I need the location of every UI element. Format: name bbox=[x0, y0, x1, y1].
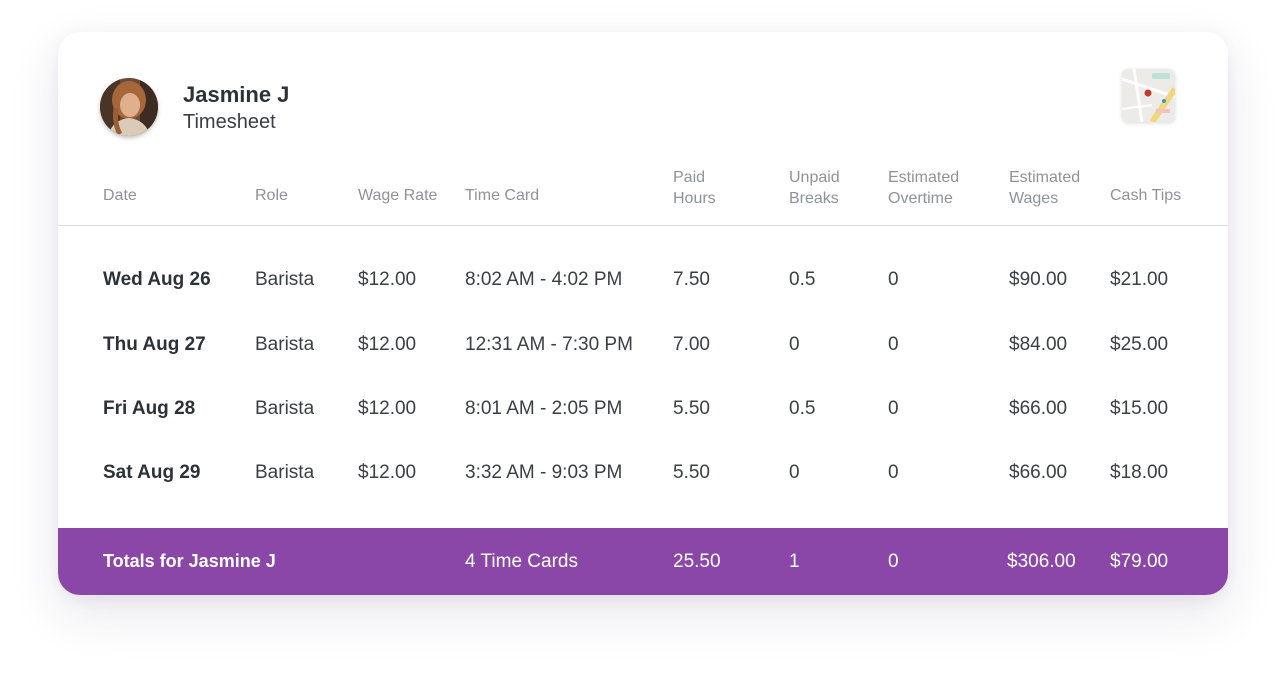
employee-name: Jasmine J bbox=[183, 82, 290, 107]
cell-overtime: 0 bbox=[888, 462, 899, 483]
column-header-date: Date bbox=[103, 187, 137, 204]
cell-date: Wed Aug 26 bbox=[103, 269, 211, 290]
cell-cash-tips: $18.00 bbox=[1110, 462, 1169, 483]
cell-paid-hours: 5.50 bbox=[673, 398, 710, 419]
cell-role: Barista bbox=[255, 334, 315, 355]
totals-wages: $306.00 bbox=[1007, 551, 1076, 572]
column-header-paid-hours: Paid Hours bbox=[673, 169, 716, 207]
column-header-time-card: Time Card bbox=[465, 187, 540, 204]
cell-wage-rate: $12.00 bbox=[358, 269, 417, 290]
cell-time-card: 8:02 AM - 4:02 PM bbox=[465, 269, 623, 290]
map-icon bbox=[1122, 69, 1175, 122]
cell-time-card: 8:01 AM - 2:05 PM bbox=[465, 398, 623, 419]
cell-paid-hours: 7.50 bbox=[673, 269, 710, 290]
cell-wage-rate: $12.00 bbox=[358, 398, 417, 419]
cell-paid-hours: 7.00 bbox=[673, 334, 710, 355]
avatar bbox=[100, 78, 158, 136]
cell-overtime: 0 bbox=[888, 269, 899, 290]
totals-label: Totals for Jasmine J bbox=[103, 551, 276, 571]
column-header-wage-rate: Wage Rate bbox=[358, 187, 438, 204]
column-header-estimated-overtime: Estimated Overtime bbox=[888, 169, 960, 207]
cell-time-card: 12:31 AM - 7:30 PM bbox=[465, 334, 633, 355]
cell-overtime: 0 bbox=[888, 334, 899, 355]
cell-paid-hours: 5.50 bbox=[673, 462, 710, 483]
totals-paid-hours: 25.50 bbox=[673, 551, 721, 572]
cell-wage-rate: $12.00 bbox=[358, 334, 417, 355]
cell-unpaid-breaks: 0.5 bbox=[789, 269, 816, 290]
table-row[interactable]: Fri Aug 28 Barista $12.00 8:01 AM - 2:05… bbox=[58, 389, 1228, 429]
cell-role: Barista bbox=[255, 269, 315, 290]
column-header-estimated-wages: Estimated Wages bbox=[1009, 169, 1081, 207]
cell-wages: $66.00 bbox=[1009, 398, 1068, 419]
column-header-cash-tips: Cash Tips bbox=[1110, 187, 1182, 204]
cell-wage-rate: $12.00 bbox=[358, 462, 417, 483]
table-row[interactable]: Thu Aug 27 Barista $12.00 12:31 AM - 7:3… bbox=[58, 325, 1228, 365]
cell-unpaid-breaks: 0 bbox=[789, 334, 800, 355]
totals-overtime: 0 bbox=[888, 551, 899, 572]
cell-wages: $66.00 bbox=[1009, 462, 1068, 483]
cell-cash-tips: $15.00 bbox=[1110, 398, 1169, 419]
cell-role: Barista bbox=[255, 462, 315, 483]
totals-bar: Totals for Jasmine J 4 Time Cards 25.50 … bbox=[58, 528, 1228, 595]
totals-time-cards: 4 Time Cards bbox=[465, 551, 578, 572]
cell-time-card: 3:32 AM - 9:03 PM bbox=[465, 462, 623, 483]
cell-unpaid-breaks: 0.5 bbox=[789, 398, 816, 419]
cell-date: Thu Aug 27 bbox=[103, 334, 206, 355]
column-header-role: Role bbox=[255, 187, 288, 204]
timesheet-card: Jasmine J Timesheet Date Role Wage Rate … bbox=[58, 32, 1228, 595]
table-row[interactable]: Sat Aug 29 Barista $12.00 3:32 AM - 9:03… bbox=[58, 453, 1228, 493]
cell-wages: $90.00 bbox=[1009, 269, 1068, 290]
totals-cash-tips: $79.00 bbox=[1110, 551, 1169, 572]
header-divider bbox=[58, 225, 1228, 226]
column-header-unpaid-breaks: Unpaid Breaks bbox=[789, 169, 840, 207]
avatar-photo bbox=[100, 78, 158, 136]
cell-overtime: 0 bbox=[888, 398, 899, 419]
table-row[interactable]: Wed Aug 26 Barista $12.00 8:02 AM - 4:02… bbox=[58, 260, 1228, 300]
page-subtitle: Timesheet bbox=[183, 111, 276, 133]
cell-unpaid-breaks: 0 bbox=[789, 462, 800, 483]
map-thumbnail-icon[interactable] bbox=[1122, 69, 1175, 122]
cell-date: Sat Aug 29 bbox=[103, 462, 201, 483]
cell-cash-tips: $25.00 bbox=[1110, 334, 1169, 355]
cell-cash-tips: $21.00 bbox=[1110, 269, 1169, 290]
cell-wages: $84.00 bbox=[1009, 334, 1068, 355]
cell-role: Barista bbox=[255, 398, 315, 419]
cell-date: Fri Aug 28 bbox=[103, 398, 196, 419]
totals-unpaid-breaks: 1 bbox=[789, 551, 800, 572]
